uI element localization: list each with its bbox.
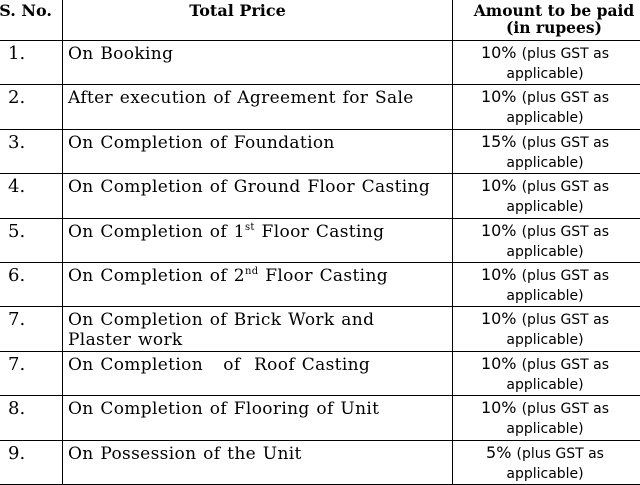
row-amount: 15% (plus GST as applicable) <box>453 129 640 173</box>
header-row: S. No. Total Price Amount to be paid (in… <box>0 0 640 41</box>
row-note: (plus GST as <box>522 357 609 373</box>
header-amount-line1: Amount to be paid <box>453 2 640 19</box>
row-amount: 10% (plus GST as applicable) <box>453 218 640 262</box>
row-amount: 10% (plus GST as applicable) <box>453 174 640 218</box>
row-percent: 10% <box>481 309 517 328</box>
row-description-text: On Completion of 2 <box>68 266 245 286</box>
row-number: 3. <box>0 129 63 173</box>
row-description: On Completion of Ground Floor Casting <box>63 174 453 218</box>
row-description: On Completion of 2nd Floor Casting <box>63 262 453 306</box>
row-percent: 15% <box>481 132 517 151</box>
row-description: On Completion of Flooring of Unit <box>63 396 453 440</box>
row-amount: 5% (plus GST as applicable) <box>453 440 640 484</box>
row-description: After execution of Agreement for Sale <box>63 85 453 129</box>
row-amount: 10% (plus GST as applicable) <box>453 351 640 395</box>
row-number: 7. <box>0 307 63 351</box>
row-description-ordinal: nd <box>245 266 259 277</box>
row-description: On Booking <box>63 41 453 85</box>
row-note: (plus GST as <box>517 446 604 462</box>
row-percent: 10% <box>481 265 517 284</box>
row-description-line2: Plaster work <box>68 330 452 350</box>
row-note: (plus GST as <box>522 268 609 284</box>
row-number: 8. <box>0 396 63 440</box>
row-description-text: On Completion of 1 <box>68 222 245 242</box>
row-note: (plus GST as <box>522 224 609 240</box>
header-amount-line2: (in rupees) <box>453 19 640 36</box>
row-number: 4. <box>0 174 63 218</box>
header-amount: Amount to be paid (in rupees) <box>453 0 640 41</box>
row-note: (plus GST as <box>522 135 609 151</box>
row-note: (plus GST as <box>522 179 609 195</box>
row-percent: 10% <box>481 398 517 417</box>
row-number: 6. <box>0 262 63 306</box>
row-number: 7. <box>0 351 63 395</box>
row-note: (plus GST as <box>522 46 609 62</box>
row-description: On Completion of Foundation <box>63 129 453 173</box>
row-amount: 10% (plus GST as applicable) <box>453 396 640 440</box>
row-description-text: Floor Casting <box>258 266 388 286</box>
table-row: 3. On Completion of Foundation 15% (plus… <box>0 129 640 173</box>
row-number: 5. <box>0 218 63 262</box>
row-note-line2: applicable) <box>453 375 637 395</box>
row-number: 9. <box>0 440 63 484</box>
row-number: 2. <box>0 85 63 129</box>
row-description-ordinal: st <box>245 222 255 233</box>
row-description: On Possession of the Unit <box>63 440 453 484</box>
row-percent: 10% <box>481 43 517 62</box>
row-note: (plus GST as <box>522 401 609 417</box>
row-description: On Completion of 1st Floor Casting <box>63 218 453 262</box>
table-row: 4. On Completion of Ground Floor Casting… <box>0 174 640 218</box>
row-percent: 5% <box>486 443 511 462</box>
table-row: 7. On Completion of Roof Casting 10% (pl… <box>0 351 640 395</box>
row-note-line2: applicable) <box>453 153 637 173</box>
row-note-line2: applicable) <box>453 197 637 217</box>
header-total-price: Total Price <box>63 0 453 41</box>
row-note: (plus GST as <box>522 312 609 328</box>
row-percent: 10% <box>481 176 517 195</box>
row-note: (plus GST as <box>522 90 609 106</box>
row-amount: 10% (plus GST as applicable) <box>453 41 640 85</box>
row-note-line2: applicable) <box>453 242 637 262</box>
row-percent: 10% <box>481 87 517 106</box>
table-row: 9. On Possession of the Unit 5% (plus GS… <box>0 440 640 484</box>
row-amount: 10% (plus GST as applicable) <box>453 85 640 129</box>
row-note-line2: applicable) <box>453 286 637 306</box>
table-row: 8. On Completion of Flooring of Unit 10%… <box>0 396 640 440</box>
table-row: 1. On Booking 10% (plus GST as applicabl… <box>0 41 640 85</box>
row-note-line2: applicable) <box>453 64 637 84</box>
table-row: 7. On Completion of Brick Work and Plast… <box>0 307 640 351</box>
table-row: 5. On Completion of 1st Floor Casting 10… <box>0 218 640 262</box>
row-note-line2: applicable) <box>453 464 637 484</box>
row-percent: 10% <box>481 221 517 240</box>
row-description-line1: On Completion of Brick Work and <box>68 310 452 330</box>
row-note-line2: applicable) <box>453 108 637 128</box>
header-sno: S. No. <box>0 0 63 41</box>
row-amount: 10% (plus GST as applicable) <box>453 307 640 351</box>
table-row: 6. On Completion of 2nd Floor Casting 10… <box>0 262 640 306</box>
table-row: 2. After execution of Agreement for Sale… <box>0 85 640 129</box>
row-percent: 10% <box>481 354 517 373</box>
row-amount: 10% (plus GST as applicable) <box>453 262 640 306</box>
row-description: On Completion of Brick Work and Plaster … <box>63 307 453 351</box>
row-description-text: Floor Casting <box>255 222 385 242</box>
row-description: On Completion of Roof Casting <box>63 351 453 395</box>
row-number: 1. <box>0 41 63 85</box>
row-note-line2: applicable) <box>453 330 637 350</box>
row-note-line2: applicable) <box>453 419 637 439</box>
